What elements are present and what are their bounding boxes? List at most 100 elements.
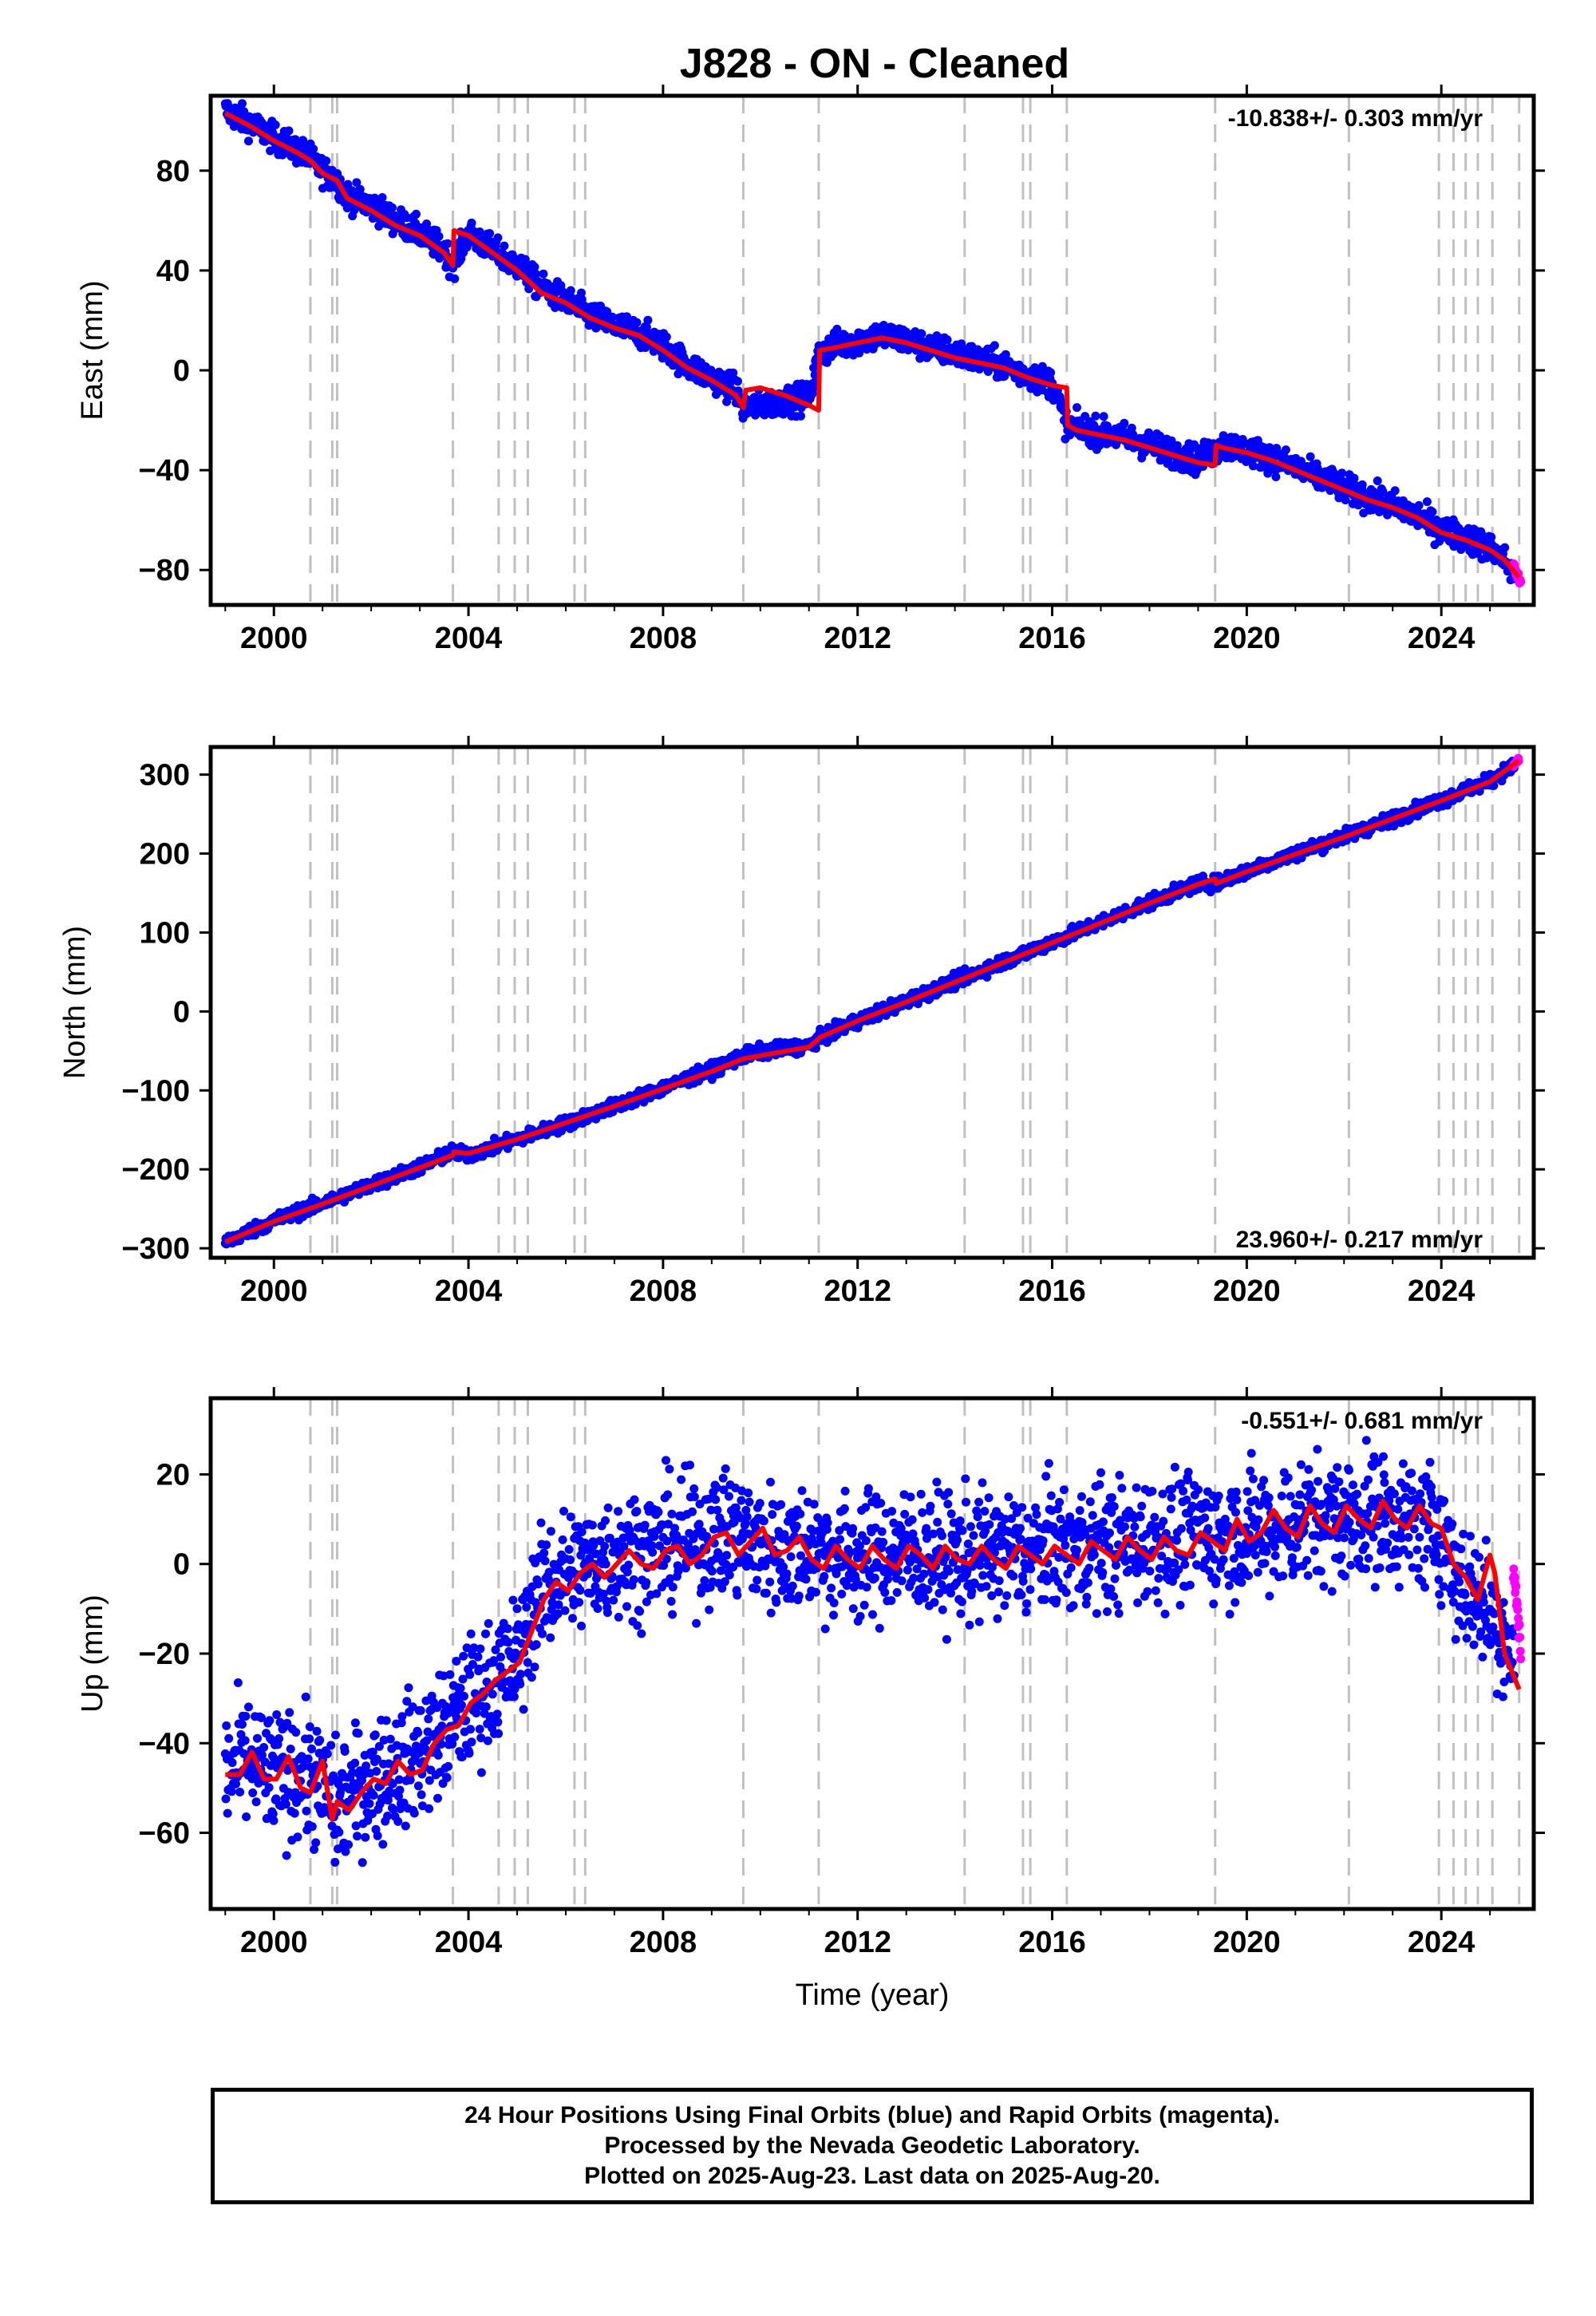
up-final-point <box>242 1812 251 1821</box>
east-x-tick-label: 2020 <box>1213 622 1281 655</box>
east-final-point <box>1357 480 1367 489</box>
up-final-point <box>264 1783 274 1792</box>
north-x-tick-label: 2000 <box>240 1275 308 1308</box>
north-velocity-label: 23.960+/- 0.217 mm/yr <box>1236 1227 1483 1253</box>
east-final-point <box>662 332 671 342</box>
east-panel: 2000 2004 2008 2012 2016 2020 2024−80−4004080 … <box>76 85 1545 655</box>
east-final-point <box>485 229 495 238</box>
up-final-point <box>358 1858 367 1867</box>
east-final-point <box>493 233 503 243</box>
east-final-point <box>531 269 540 279</box>
up-final-point <box>413 1781 423 1791</box>
up-final-point <box>244 1702 253 1712</box>
east-final-point <box>244 136 253 146</box>
east-final-point <box>1373 476 1382 485</box>
east-rapid-point <box>1516 577 1526 587</box>
north-plot-frame <box>208 745 1536 1260</box>
up-final-point <box>269 1816 279 1825</box>
up-final-point <box>221 1794 231 1804</box>
up-final-point <box>293 1832 302 1842</box>
east-final-point <box>1476 529 1486 538</box>
north-y-tick-label: −100 <box>121 1074 190 1108</box>
north-y-tick-label: 100 <box>140 916 190 950</box>
up-final-point <box>227 1787 236 1796</box>
up-final-point <box>330 1858 340 1867</box>
up-final-point <box>353 1832 362 1841</box>
east-final-point <box>238 99 247 109</box>
up-final-point <box>265 1716 275 1725</box>
up-final-point <box>241 1712 251 1721</box>
east-final-point <box>1091 411 1100 421</box>
east-final-point <box>1337 468 1347 478</box>
east-final-point <box>577 288 586 298</box>
east-final-point <box>733 377 742 386</box>
east-final-point <box>1487 532 1496 542</box>
east-final-point <box>796 411 805 421</box>
up-final-point <box>305 1734 314 1744</box>
east-final-point <box>412 209 421 219</box>
up-final-point <box>373 1831 382 1840</box>
up-final-point <box>235 1788 245 1796</box>
east-final-point <box>443 239 452 248</box>
up-final-point <box>272 1710 282 1719</box>
north-x-tick-label: 2008 <box>630 1275 697 1308</box>
east-final-point <box>1099 412 1108 421</box>
east-final-point <box>642 322 651 332</box>
north-x-tick-label: 2020 <box>1213 1275 1281 1308</box>
east-final-point <box>1349 473 1359 483</box>
up-final-point <box>350 1758 360 1768</box>
east-final-point <box>539 269 548 279</box>
up-final-point <box>311 1838 321 1848</box>
up-final-point <box>227 1758 237 1768</box>
up-final-point <box>307 1822 317 1832</box>
up-final-point <box>383 1812 393 1820</box>
up-final-point <box>240 1736 250 1745</box>
east-final-point <box>643 315 653 325</box>
east-x-tick-label: 2012 <box>824 622 891 655</box>
east-final-point <box>1428 507 1437 516</box>
up-final-point <box>331 1730 340 1740</box>
east-final-point <box>942 335 952 345</box>
up-final-point <box>326 1741 336 1750</box>
up-final-point <box>361 1832 370 1842</box>
north-x-tick-label: 2016 <box>1018 1275 1086 1308</box>
east-final-point <box>530 263 539 271</box>
east-final-point <box>475 227 484 236</box>
north-x-tick-label: 2012 <box>824 1275 891 1308</box>
up-final-point <box>378 1840 388 1849</box>
up-final-point <box>344 1840 354 1849</box>
up-final-point <box>393 1816 403 1826</box>
up-final-point <box>416 1705 425 1715</box>
up-final-point <box>404 1683 413 1693</box>
east-final-point <box>832 324 842 334</box>
up-final-point <box>281 1800 290 1809</box>
up-final-point <box>350 1718 360 1728</box>
up-final-point <box>312 1726 322 1736</box>
north-y-tick-label: 200 <box>140 838 190 871</box>
east-final-point <box>1500 543 1510 552</box>
north-model-line <box>224 758 1521 1244</box>
east-velocity-label: -10.838+/- 0.303 mm/yr <box>1228 105 1483 132</box>
north-y-tick-label: −200 <box>121 1153 190 1187</box>
up-final-point <box>409 1808 419 1818</box>
up-final-point <box>233 1678 243 1687</box>
east-final-point <box>1390 486 1400 496</box>
up-final-point <box>248 1788 258 1797</box>
east-final-point <box>352 178 361 188</box>
up-final-point <box>275 1734 284 1743</box>
up-final-point <box>340 1747 350 1756</box>
up-final-point <box>372 1767 381 1776</box>
east-y-tick-label: −40 <box>139 454 190 488</box>
east-x-tick-label: 2000 <box>240 622 308 655</box>
east-x-tick-label: 2008 <box>630 622 697 655</box>
north-y-tick-label: 300 <box>140 759 190 792</box>
east-final-point <box>322 156 331 166</box>
up-final-point <box>282 1851 291 1860</box>
up-final-point <box>224 1733 234 1743</box>
east-y-tick-label: −80 <box>139 554 190 587</box>
east-final-point <box>632 318 642 327</box>
up-final-point <box>334 1828 344 1837</box>
up-panel: 2000 2004 2008 2012 2016 2020 2024−60−40−20020… <box>76 1387 1545 1959</box>
east-final-point <box>343 180 353 189</box>
